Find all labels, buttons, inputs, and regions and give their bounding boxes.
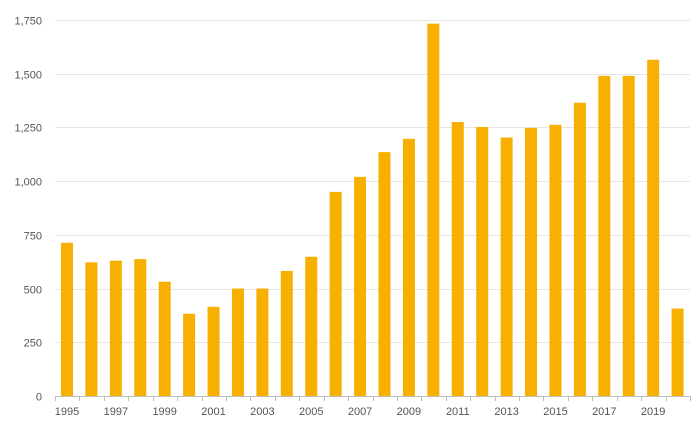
y-tick-labels: 0 250 500 750 1,000 1,250 1,500 1,750 <box>14 16 42 404</box>
x-tick-label: 2003 <box>250 406 274 418</box>
x-tick-label: 1997 <box>104 406 128 418</box>
bar-2020 <box>671 308 684 396</box>
x-tick-label: 2011 <box>446 406 470 418</box>
x-tick-label: 2015 <box>543 406 567 418</box>
bar-1998 <box>134 259 147 396</box>
y-tick-label: 1,750 <box>14 16 42 28</box>
bar-2013 <box>500 137 513 396</box>
bar-1997 <box>109 260 122 396</box>
y-tick-label: 1,500 <box>14 70 42 82</box>
bar-2015 <box>549 124 562 397</box>
bar-2017 <box>598 75 611 396</box>
y-tick-label: 1,000 <box>14 177 42 189</box>
bar-2018 <box>622 75 635 396</box>
bar-2011 <box>451 122 464 397</box>
bar-1999 <box>158 281 171 396</box>
bar-2006 <box>329 191 342 396</box>
bars <box>61 23 684 397</box>
x-tick-labels: 1995 1997 1999 2001 2003 2005 2007 2009 2011 2013… <box>55 406 666 418</box>
bar-2008 <box>378 152 391 396</box>
bar-2012 <box>476 126 489 397</box>
bar-2007 <box>354 176 367 396</box>
bar-1995 <box>61 242 73 396</box>
x-tick-label: 2005 <box>299 406 323 418</box>
y-tick-label: 750 <box>24 231 42 243</box>
x-tick-label: 1999 <box>152 406 176 418</box>
bar-2009 <box>402 138 415 397</box>
bar-2010 <box>427 23 440 397</box>
bar-2000 <box>183 313 196 396</box>
bar-2005 <box>305 256 318 396</box>
x-tick-label: 2017 <box>592 406 616 418</box>
bar-1996 <box>85 262 98 396</box>
x-tick-label: 2013 <box>494 406 518 418</box>
bar-2003 <box>256 288 269 396</box>
bar-2001 <box>207 306 220 396</box>
bar-2004 <box>280 270 293 396</box>
x-tick-label: 2001 <box>201 406 225 418</box>
bar-2016 <box>573 102 586 396</box>
bar-2014 <box>525 127 538 397</box>
bar-2019 <box>647 59 660 397</box>
x-tick-label: 2009 <box>397 406 421 418</box>
x-tick-label: 2007 <box>348 406 372 418</box>
x-tick-label: 2019 <box>641 406 665 418</box>
y-tick-label: 250 <box>24 338 42 350</box>
gridlines <box>55 20 690 343</box>
y-tick-label: 0 <box>36 392 42 404</box>
y-tick-label: 1,250 <box>14 123 42 135</box>
y-tick-label: 500 <box>24 285 42 297</box>
bar-2002 <box>231 288 244 396</box>
axes <box>55 396 691 401</box>
x-tick-label: 1995 <box>55 406 79 418</box>
